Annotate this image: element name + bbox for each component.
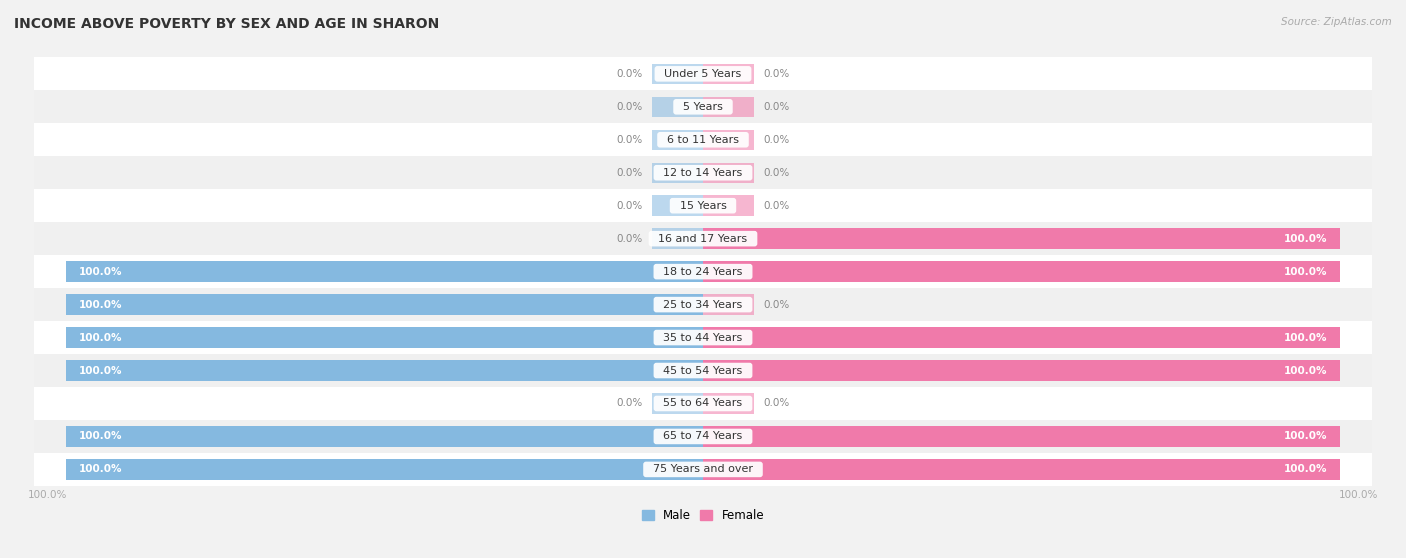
Bar xyxy=(34,354,1372,387)
Text: 15 Years: 15 Years xyxy=(672,201,734,211)
Bar xyxy=(34,255,1372,288)
Bar xyxy=(652,393,703,413)
Text: 0.0%: 0.0% xyxy=(616,135,643,145)
Text: 100.0%: 100.0% xyxy=(1284,333,1327,343)
Bar xyxy=(34,189,1372,222)
Text: 100.0%: 100.0% xyxy=(79,333,122,343)
Bar xyxy=(703,295,754,315)
Bar xyxy=(66,261,703,282)
Text: 0.0%: 0.0% xyxy=(763,69,790,79)
Bar xyxy=(652,195,703,216)
Bar xyxy=(34,387,1372,420)
Text: 12 to 14 Years: 12 to 14 Years xyxy=(657,168,749,178)
Bar xyxy=(703,261,1340,282)
Bar xyxy=(652,162,703,183)
Bar xyxy=(66,295,703,315)
Text: 0.0%: 0.0% xyxy=(763,398,790,408)
Bar xyxy=(66,426,703,446)
Text: 0.0%: 0.0% xyxy=(763,102,790,112)
Text: 100.0%: 100.0% xyxy=(79,464,122,474)
Text: 5 Years: 5 Years xyxy=(676,102,730,112)
Text: 0.0%: 0.0% xyxy=(616,234,643,244)
Text: 100.0%: 100.0% xyxy=(1339,490,1378,500)
Text: 25 to 34 Years: 25 to 34 Years xyxy=(657,300,749,310)
Bar xyxy=(652,97,703,117)
Text: Source: ZipAtlas.com: Source: ZipAtlas.com xyxy=(1281,17,1392,27)
Text: 16 and 17 Years: 16 and 17 Years xyxy=(651,234,755,244)
Text: 100.0%: 100.0% xyxy=(79,300,122,310)
Text: 100.0%: 100.0% xyxy=(1284,464,1327,474)
Bar xyxy=(703,64,754,84)
Bar xyxy=(652,228,703,249)
Bar xyxy=(703,129,754,150)
Text: 100.0%: 100.0% xyxy=(79,431,122,441)
Bar xyxy=(66,328,703,348)
Bar xyxy=(34,90,1372,123)
Bar xyxy=(652,129,703,150)
Text: 0.0%: 0.0% xyxy=(616,69,643,79)
Text: 100.0%: 100.0% xyxy=(1284,431,1327,441)
Bar xyxy=(703,426,1340,446)
Text: 65 to 74 Years: 65 to 74 Years xyxy=(657,431,749,441)
Bar xyxy=(703,328,1340,348)
Text: 100.0%: 100.0% xyxy=(79,267,122,277)
Text: 18 to 24 Years: 18 to 24 Years xyxy=(657,267,749,277)
Bar xyxy=(34,288,1372,321)
Text: 100.0%: 100.0% xyxy=(1284,365,1327,376)
Bar xyxy=(34,156,1372,189)
Bar xyxy=(703,97,754,117)
Text: 100.0%: 100.0% xyxy=(28,490,67,500)
Text: 6 to 11 Years: 6 to 11 Years xyxy=(659,135,747,145)
Bar xyxy=(66,360,703,381)
Text: 100.0%: 100.0% xyxy=(1284,234,1327,244)
Bar xyxy=(652,64,703,84)
Text: Under 5 Years: Under 5 Years xyxy=(658,69,748,79)
Bar xyxy=(703,195,754,216)
Text: 100.0%: 100.0% xyxy=(79,365,122,376)
Bar xyxy=(34,321,1372,354)
Text: 0.0%: 0.0% xyxy=(616,168,643,178)
Bar xyxy=(34,222,1372,255)
Text: INCOME ABOVE POVERTY BY SEX AND AGE IN SHARON: INCOME ABOVE POVERTY BY SEX AND AGE IN S… xyxy=(14,17,439,31)
Bar xyxy=(34,123,1372,156)
Bar xyxy=(34,453,1372,486)
Text: 0.0%: 0.0% xyxy=(763,168,790,178)
Text: 0.0%: 0.0% xyxy=(763,201,790,211)
Text: 0.0%: 0.0% xyxy=(616,398,643,408)
Text: 0.0%: 0.0% xyxy=(763,135,790,145)
Text: 0.0%: 0.0% xyxy=(616,201,643,211)
Text: 0.0%: 0.0% xyxy=(763,300,790,310)
Text: 35 to 44 Years: 35 to 44 Years xyxy=(657,333,749,343)
Bar xyxy=(703,162,754,183)
Text: 100.0%: 100.0% xyxy=(1284,267,1327,277)
Bar xyxy=(34,420,1372,453)
Bar xyxy=(703,360,1340,381)
Text: 45 to 54 Years: 45 to 54 Years xyxy=(657,365,749,376)
Legend: Male, Female: Male, Female xyxy=(637,504,769,527)
Bar xyxy=(703,393,754,413)
Bar xyxy=(34,57,1372,90)
Text: 75 Years and over: 75 Years and over xyxy=(645,464,761,474)
Bar xyxy=(66,459,703,480)
Text: 55 to 64 Years: 55 to 64 Years xyxy=(657,398,749,408)
Bar xyxy=(703,459,1340,480)
Text: 0.0%: 0.0% xyxy=(616,102,643,112)
Bar xyxy=(703,228,1340,249)
